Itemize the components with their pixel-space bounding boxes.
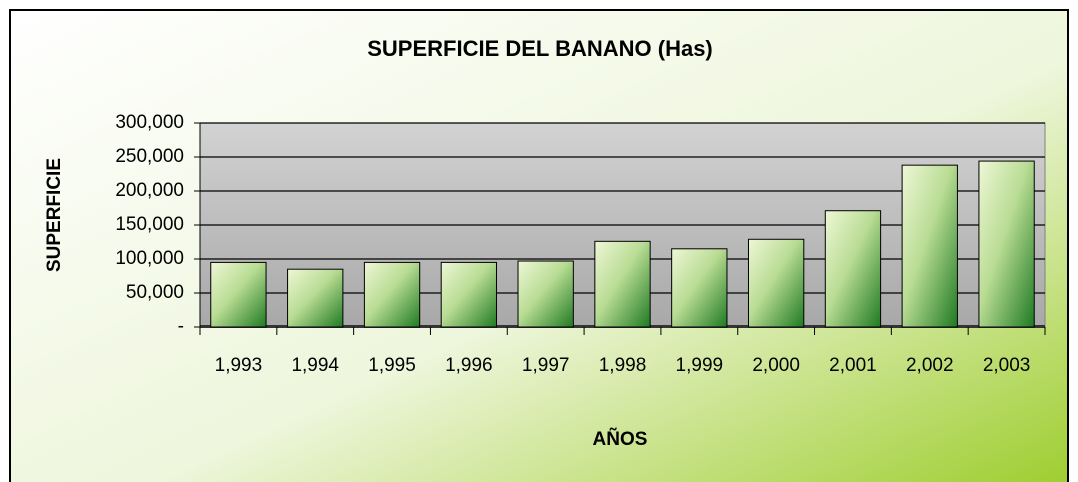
y-tick-label: 50,000: [126, 282, 184, 303]
y-tick-label: 250,000: [115, 146, 184, 167]
x-tick-label: 1,993: [215, 355, 263, 376]
x-tick-label: 2,000: [752, 355, 800, 376]
x-axis-label: AÑOS: [593, 428, 648, 450]
bar: [671, 248, 728, 328]
bar: [363, 261, 421, 328]
bar: [978, 160, 1035, 328]
x-tick-label: 2,001: [829, 355, 877, 376]
x-tick-label: 1,997: [522, 355, 570, 376]
bar: [747, 238, 805, 328]
y-tick-label: -: [178, 316, 184, 337]
y-tick-label: 300,000: [115, 112, 184, 133]
y-tick-label: 100,000: [115, 248, 184, 269]
x-tick-label: 1,994: [291, 355, 339, 376]
chart-title: SUPERFICIE DEL BANANO (Has): [367, 36, 713, 61]
bar: [517, 260, 574, 328]
y-tick-label: 200,000: [115, 180, 184, 201]
bar: [901, 164, 958, 328]
x-tick-label: 1,998: [599, 355, 647, 376]
x-tick-label: 1,999: [676, 355, 724, 376]
bar: [824, 210, 882, 328]
x-tick-label: 2,002: [906, 355, 954, 376]
x-tick-label: 1,995: [368, 355, 416, 376]
bar: [440, 261, 498, 328]
bar: [210, 261, 267, 328]
x-tick-label: 2,003: [983, 355, 1031, 376]
bar: [287, 268, 344, 328]
y-axis-label: SUPERFICIE: [44, 158, 65, 272]
bar: [594, 240, 651, 328]
x-tick-label: 1,996: [445, 355, 493, 376]
y-tick-label: 150,000: [115, 214, 184, 235]
